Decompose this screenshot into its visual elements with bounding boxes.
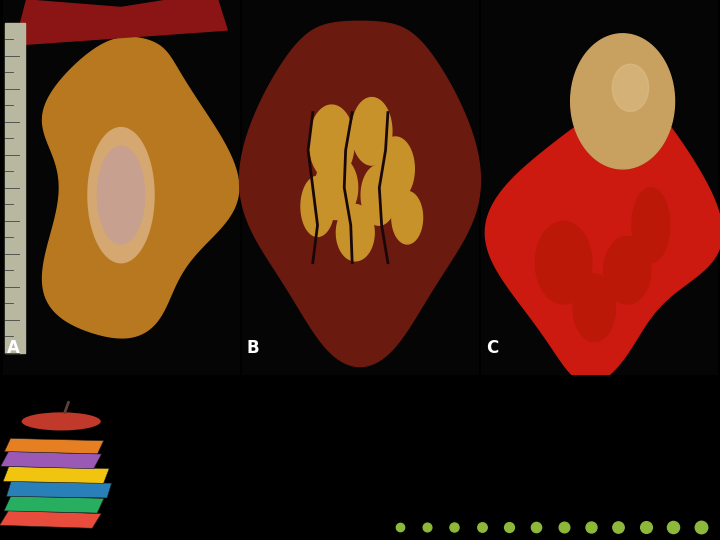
Bar [5, 23, 25, 353]
Bar [3, 0, 239, 375]
FancyBboxPatch shape [0, 511, 102, 528]
Polygon shape [632, 188, 670, 262]
Polygon shape [571, 34, 675, 169]
Bar [481, 0, 717, 375]
FancyBboxPatch shape [1, 451, 102, 469]
Text: the ovarian surface: the ovarian surface [11, 510, 214, 528]
Bar [242, 0, 478, 375]
Text: (lower).: (lower). [155, 510, 235, 528]
Text: B, Cystadenocarcinoma. The cyst is opened to reveal a large,: B, Cystadenocarcinoma. The cyst is opene… [11, 446, 636, 464]
Polygon shape [612, 64, 649, 111]
Text: A: A [7, 339, 20, 356]
Text: lined by delicate papillary tumor growths.: lined by delicate papillary tumor growth… [11, 414, 437, 432]
FancyBboxPatch shape [4, 438, 104, 454]
Polygon shape [336, 205, 374, 261]
Polygon shape [42, 37, 239, 338]
Polygon shape [310, 105, 354, 180]
Circle shape [22, 413, 101, 430]
Polygon shape [392, 191, 423, 244]
FancyBboxPatch shape [6, 482, 112, 498]
Polygon shape [301, 177, 334, 237]
Polygon shape [88, 127, 154, 262]
Polygon shape [377, 137, 414, 201]
Polygon shape [573, 274, 616, 341]
Polygon shape [485, 96, 720, 383]
FancyBboxPatch shape [3, 467, 109, 483]
Text: B: B [247, 339, 260, 356]
Polygon shape [604, 237, 651, 304]
FancyBboxPatch shape [4, 496, 104, 513]
Polygon shape [97, 146, 145, 244]
Polygon shape [361, 165, 397, 225]
Text: C: C [486, 339, 498, 356]
Polygon shape [352, 98, 392, 165]
Text: bulky tumor mass. C, Another borderline tumor growing on: bulky tumor mass. C, Another borderline … [11, 478, 611, 496]
Polygon shape [535, 221, 592, 304]
Text: A, Serous borderline tumor opened to display a cyst cavity: A, Serous borderline tumor opened to dis… [112, 382, 707, 400]
Polygon shape [315, 156, 358, 220]
Polygon shape [15, 0, 228, 45]
Polygon shape [240, 21, 480, 367]
